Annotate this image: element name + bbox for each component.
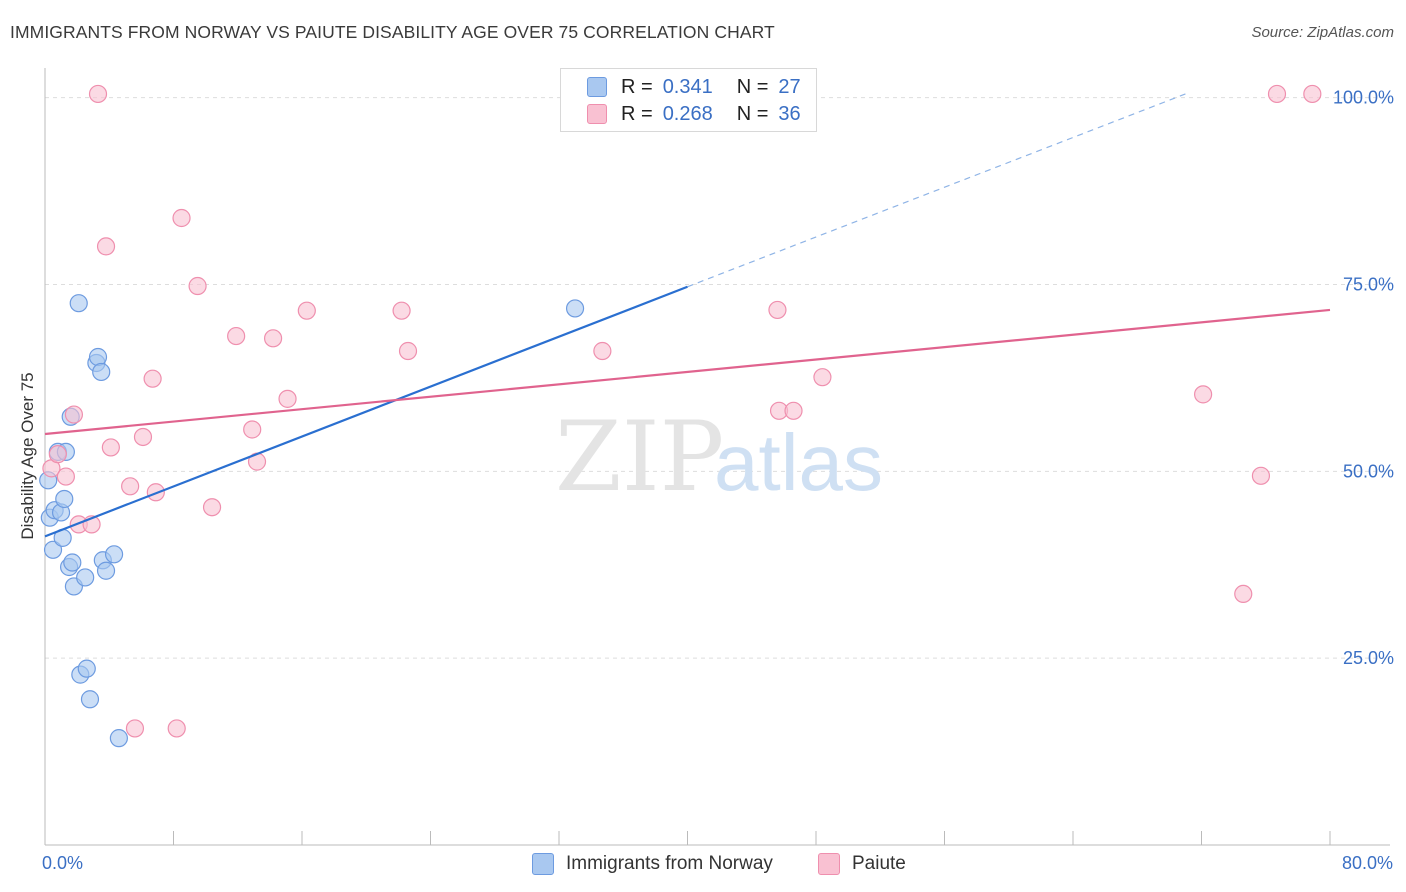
data-point-norway — [77, 659, 96, 678]
data-point-paiute — [188, 276, 207, 296]
legend-swatch-norway — [587, 77, 607, 97]
legend-n-label: N = — [736, 102, 769, 125]
legend-row-norway: R = 0.341 N = 27 — [587, 74, 801, 100]
data-points — [39, 84, 1322, 748]
data-point-paiute — [784, 401, 803, 420]
data-point-paiute — [243, 420, 262, 439]
data-point-paiute — [125, 719, 145, 738]
data-point-norway — [69, 294, 88, 313]
legend-row-paiute: R = 0.268 N = 36 — [587, 101, 801, 127]
data-point-paiute — [1194, 385, 1213, 404]
data-point-paiute — [392, 301, 411, 320]
bottom-legend-norway: Immigrants from Norway — [532, 851, 773, 877]
data-point-paiute — [263, 329, 283, 348]
bottom-legend-label-paiute: Paiute — [852, 853, 906, 874]
bottom-legend-swatch-paiute — [818, 853, 840, 875]
y-axis-label: Disability Age Over 75 — [18, 372, 37, 539]
data-point-norway — [43, 540, 63, 559]
data-point-norway — [80, 690, 100, 709]
data-point-norway — [63, 553, 82, 572]
data-point-paiute — [56, 467, 75, 486]
y-tick-label: 75.0% — [1343, 275, 1394, 295]
trend-lines — [44, 93, 1331, 538]
data-point-paiute — [88, 84, 108, 104]
data-point-paiute — [1267, 84, 1287, 104]
data-point-norway — [88, 347, 108, 367]
data-point-paiute — [1251, 466, 1271, 485]
legend-swatch-paiute — [587, 104, 607, 124]
trend-line-norway — [44, 285, 688, 538]
data-point-norway — [55, 489, 74, 509]
correlation-legend: R = 0.341 N = 27 R = 0.268 N = 36 — [560, 68, 817, 132]
data-point-paiute — [227, 326, 246, 346]
legend-r-value: 0.341 — [662, 75, 713, 98]
tick-labels: 25.0% 50.0% 75.0% 100.0% 0.0% 80.0% — [42, 88, 1394, 873]
data-point-paiute — [48, 445, 67, 464]
data-point-paiute — [133, 427, 153, 447]
bottom-legend-label-norway: Immigrants from Norway — [566, 853, 773, 874]
chart-title: IMMIGRANTS FROM NORWAY VS PAIUTE DISABIL… — [10, 22, 775, 42]
legend-n-value: 36 — [778, 102, 801, 125]
data-point-paiute — [768, 300, 787, 320]
bottom-legend-paiute: Paiute — [818, 851, 906, 877]
legend-n-value: 27 — [778, 75, 801, 98]
data-point-paiute — [64, 405, 84, 424]
x-tick-label: 0.0% — [42, 853, 83, 873]
watermark-zip: ZIP — [555, 401, 724, 513]
data-point-paiute — [297, 301, 316, 320]
watermark: ZIP atlas — [555, 401, 883, 513]
data-point-norway — [104, 545, 124, 564]
data-point-paiute — [1303, 84, 1322, 104]
data-point-paiute — [1234, 584, 1253, 604]
gridlines — [45, 97, 1390, 659]
data-point-paiute — [278, 389, 297, 408]
trend-line-norway-extrapolated — [687, 93, 1186, 288]
data-point-norway — [565, 299, 585, 318]
x-tick-label: 80.0% — [1342, 853, 1393, 873]
data-point-paiute — [172, 208, 191, 228]
axes — [44, 68, 1390, 846]
y-tick-label: 50.0% — [1343, 461, 1394, 481]
legend-r-label: R = — [621, 75, 653, 98]
legend-n-label: N = — [736, 75, 769, 98]
data-point-norway — [109, 729, 128, 748]
data-point-paiute — [101, 438, 120, 457]
data-point-paiute — [593, 341, 612, 361]
bottom-legend-swatch-norway — [532, 853, 554, 875]
data-point-norway — [96, 561, 116, 580]
data-point-paiute — [96, 237, 116, 256]
data-point-paiute — [121, 477, 140, 496]
legend-r-label: R = — [621, 102, 653, 125]
trend-line-paiute — [44, 308, 1331, 436]
data-point-paiute — [813, 368, 832, 387]
legend-r-value: 0.268 — [662, 102, 713, 125]
source-credit: Source: ZipAtlas.com — [1251, 24, 1394, 41]
y-tick-label: 25.0% — [1343, 648, 1394, 668]
data-point-paiute — [398, 341, 418, 361]
watermark-atlas: atlas — [714, 418, 883, 507]
data-point-norway — [76, 568, 95, 587]
data-point-paiute — [167, 719, 186, 738]
data-point-norway — [92, 362, 111, 382]
y-tick-label: 100.0% — [1333, 88, 1394, 108]
data-point-paiute — [143, 369, 162, 388]
data-point-paiute — [202, 498, 222, 517]
